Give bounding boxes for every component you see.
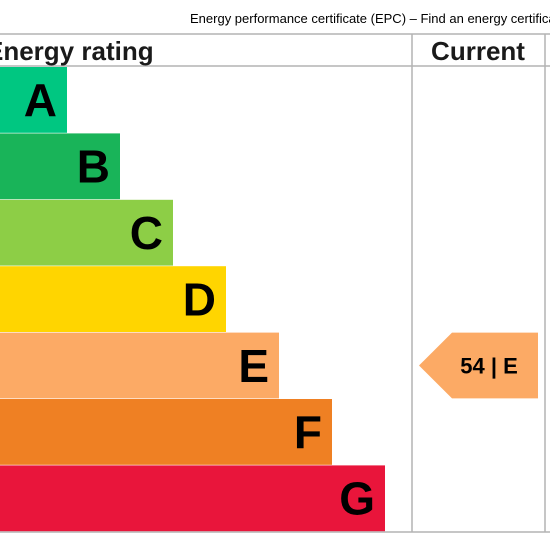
band-label-d: D	[183, 273, 216, 325]
band-label-a: A	[24, 74, 57, 126]
band-b	[0, 133, 120, 200]
band-label-c: C	[130, 207, 163, 259]
band-f	[0, 399, 332, 465]
band-c	[0, 199, 173, 266]
band-label-f: F	[294, 406, 322, 458]
band-g	[0, 465, 385, 532]
band-e	[0, 332, 279, 399]
band-label-e: E	[238, 340, 269, 392]
current-rating-arrow: 54 | E	[419, 332, 538, 399]
current-score-label: 54 | E	[460, 354, 518, 379]
energy-rating-heading: Energy rating	[0, 36, 154, 66]
current-arrow-shape	[419, 332, 538, 399]
current-heading: Current	[431, 36, 525, 66]
band-a	[0, 67, 67, 133]
band-label-g: G	[339, 473, 375, 525]
band-d	[0, 266, 226, 332]
band-label-b: B	[77, 141, 110, 193]
page-caption: Energy performance certificate (EPC) – F…	[190, 11, 550, 26]
